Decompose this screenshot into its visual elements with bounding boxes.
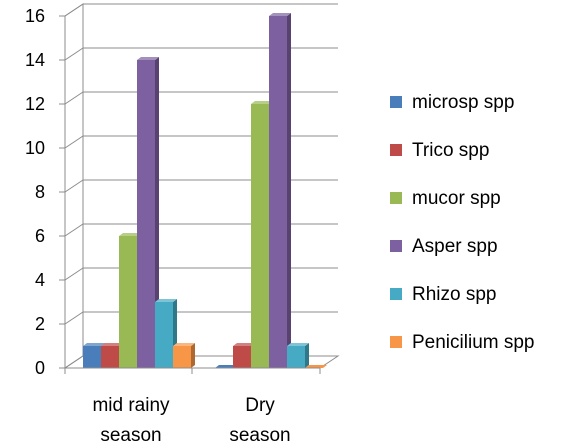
bars xyxy=(64,13,327,374)
bar xyxy=(173,343,195,368)
chart-walls xyxy=(63,3,340,369)
legend-label: Penicilium spp xyxy=(412,332,535,353)
bar-side xyxy=(155,57,159,368)
bar-front xyxy=(155,302,173,368)
legend-item: microsp spp xyxy=(390,92,514,113)
gridline-diagonal xyxy=(64,311,84,325)
legend-label: microsp spp xyxy=(412,92,514,113)
gridline-diagonal xyxy=(64,135,84,149)
gridline-diagonal xyxy=(64,355,84,369)
legend-item: mucor spp xyxy=(390,188,501,209)
bar xyxy=(215,365,237,368)
y-tick-label: 4 xyxy=(35,270,45,290)
bar xyxy=(305,365,327,368)
legend-item: Asper spp xyxy=(390,236,498,257)
legend-item: Trico spp xyxy=(390,140,489,161)
gridline-diagonal xyxy=(64,3,84,17)
bar-front xyxy=(251,104,269,368)
bar-flat xyxy=(305,365,327,368)
y-axis-ticks: 0 2 4 6 8 10 12 14 16 xyxy=(25,6,65,378)
legend-swatch xyxy=(390,336,402,348)
bar-side xyxy=(287,13,291,368)
legend-swatch xyxy=(390,192,402,204)
legend-swatch xyxy=(390,240,402,252)
bar-front xyxy=(83,346,101,368)
bar-front xyxy=(173,346,191,368)
x-category-label: season xyxy=(100,425,161,446)
legend-item: Penicilium spp xyxy=(390,332,535,353)
bar-flat xyxy=(215,365,237,368)
x-category-label: mid rainy xyxy=(92,395,170,416)
y-tick-label: 6 xyxy=(35,226,45,246)
gridline-diagonal xyxy=(64,91,84,105)
gridline-diagonal xyxy=(64,47,84,61)
legend-label: Trico spp xyxy=(412,140,489,161)
bar-top xyxy=(251,101,273,104)
bar-top xyxy=(83,343,105,346)
legend-swatch xyxy=(390,288,402,300)
legend-swatch xyxy=(390,96,402,108)
y-tick-label: 0 xyxy=(35,358,45,378)
legend: microsp spp Trico spp mucor spp Asper spp Rh… xyxy=(390,92,535,353)
bar-front xyxy=(287,346,305,368)
legend-label: Rhizo spp xyxy=(412,284,497,305)
y-tick-label: 8 xyxy=(35,182,45,202)
bar-side xyxy=(191,343,195,368)
x-category-label: season xyxy=(229,425,290,446)
legend-label: mucor spp xyxy=(412,188,501,209)
gridline-diagonal xyxy=(64,179,84,193)
y-tick-label: 16 xyxy=(25,6,45,26)
bar-top xyxy=(155,299,177,302)
bar-top xyxy=(287,343,309,346)
x-axis-categories: mid rainy season Dry season xyxy=(92,395,290,446)
y-tick-label: 12 xyxy=(25,94,45,114)
y-tick-label: 14 xyxy=(25,50,45,70)
bar-top xyxy=(233,343,255,346)
bar-front xyxy=(101,346,119,368)
bar-front xyxy=(233,346,251,368)
y-tick-label: 2 xyxy=(35,314,45,334)
bar-top xyxy=(137,57,159,60)
gridline-diagonal xyxy=(64,223,84,237)
x-category-label: Dry xyxy=(245,395,275,416)
bar xyxy=(287,343,309,368)
bar-top xyxy=(173,343,195,346)
legend-swatch xyxy=(390,144,402,156)
gridlines xyxy=(64,3,338,369)
bar-top xyxy=(119,233,141,236)
bar xyxy=(269,13,291,368)
bar-side xyxy=(305,343,309,368)
bar-front xyxy=(137,60,155,368)
bar-front xyxy=(119,236,137,368)
bar xyxy=(137,57,159,368)
legend-item: Rhizo spp xyxy=(390,284,497,305)
gridline-diagonal xyxy=(64,267,84,281)
bar-top xyxy=(101,343,123,346)
legend-label: Asper spp xyxy=(412,236,498,257)
y-tick-label: 10 xyxy=(25,138,45,158)
bar-front xyxy=(269,16,287,368)
bar-top xyxy=(269,13,291,16)
